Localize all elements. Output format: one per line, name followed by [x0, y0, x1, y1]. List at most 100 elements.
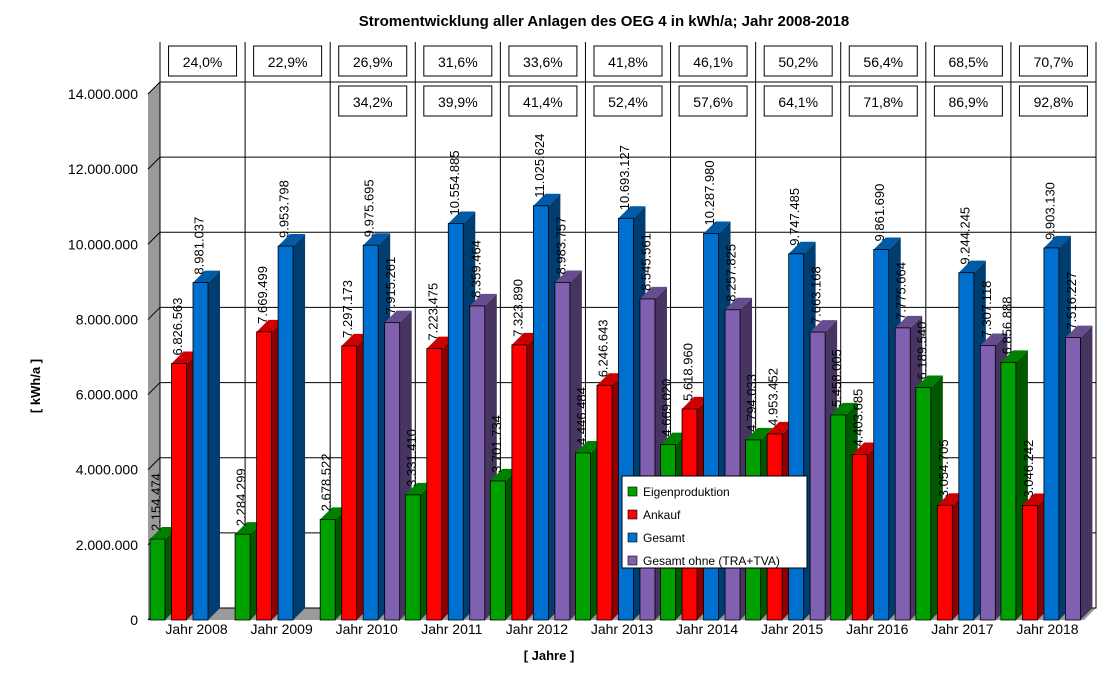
x-tick-label: Jahr 2018	[1016, 621, 1078, 637]
bar-front	[511, 344, 527, 620]
percent-top-label: 31,6%	[438, 54, 478, 70]
bar-top	[639, 286, 667, 299]
bar-front	[1043, 247, 1059, 620]
bar-top	[363, 233, 391, 246]
value-label: 8.359.464	[468, 240, 483, 298]
bar-outline	[554, 282, 571, 621]
value-label: 4.403.685	[851, 389, 866, 447]
value-label: 4.794.033	[744, 374, 759, 432]
bar-outline	[724, 309, 741, 621]
percent-box-top	[678, 45, 748, 77]
bar-top	[873, 237, 901, 250]
percent-top-label: 26,9%	[353, 54, 393, 70]
percent-box-bottom	[848, 85, 918, 117]
bar-top	[575, 440, 603, 453]
x-tick-label: Jahr 2010	[336, 621, 398, 637]
value-label: 10.287.980	[702, 160, 717, 225]
x-tick-label: Jahr 2009	[250, 621, 312, 637]
bar-outline	[703, 233, 719, 621]
bar-front	[639, 298, 655, 620]
value-label: 10.554.885	[447, 150, 462, 215]
bar-outline	[915, 387, 932, 621]
percent-bottom-label: 64,1%	[778, 94, 818, 110]
axes: 0 2.000.000 4.000.000 6.000.000 8.000.000 10.…	[68, 86, 1079, 637]
bar-outline	[149, 538, 166, 621]
bar-outline	[384, 322, 401, 621]
bar-top	[852, 442, 880, 455]
value-label: 7.323.890	[510, 279, 525, 337]
bar-outline	[362, 244, 379, 621]
bar-top	[554, 270, 582, 283]
percent-top-label: 56,4%	[863, 54, 903, 70]
bar-top	[682, 396, 710, 409]
legend-label: Ankauf	[643, 508, 681, 522]
value-label: 8.981.037	[192, 217, 207, 275]
value-label: 3.046.242	[1021, 440, 1036, 498]
bar-top	[320, 507, 348, 520]
bar-top	[171, 351, 199, 364]
percent-bottom-label: 71,8%	[863, 94, 903, 110]
bar-top	[810, 320, 838, 333]
bar-front	[810, 332, 826, 620]
value-label: 9.975.695	[362, 179, 377, 237]
bar-front	[575, 452, 591, 620]
legend-label: Gesamt ohne (TRA+TVA)	[643, 554, 780, 568]
bar-top	[533, 193, 561, 206]
value-label: 5.618.960	[681, 343, 696, 401]
percent-bottom-label: 39,9%	[438, 94, 478, 110]
bar-outline	[851, 454, 868, 621]
percent-bottom-label: 86,9%	[949, 94, 989, 110]
percent-box-top	[593, 45, 663, 77]
bar-top	[745, 427, 773, 440]
bars	[149, 193, 1093, 621]
value-label: 9.747.485	[787, 188, 802, 246]
legend-swatch	[627, 532, 638, 543]
bar-front	[490, 480, 506, 620]
bar-outline	[1065, 337, 1081, 621]
bar-front	[533, 205, 549, 620]
bar-front	[1065, 337, 1081, 620]
value-label: 9.903.130	[1042, 182, 1057, 240]
bar-outline	[234, 533, 251, 621]
bar-top	[405, 482, 433, 495]
percent-bottom-label: 92,8%	[1034, 94, 1074, 110]
value-label: 5.458.005	[829, 349, 844, 407]
y-tick-label: 10.000.000	[68, 236, 138, 252]
bar-outline	[936, 504, 953, 621]
value-label: 6.246.643	[595, 319, 610, 377]
percent-top-label: 68,5%	[949, 54, 989, 70]
bar-gesamt-ohne	[1065, 325, 1093, 621]
value-label: 2.154.474	[149, 473, 164, 531]
percent-box-bottom	[593, 85, 663, 117]
percent-box-bottom	[1018, 85, 1088, 117]
bar-front	[150, 539, 165, 620]
bar-top	[278, 234, 306, 247]
bar-top	[341, 333, 369, 346]
bar-front	[448, 223, 464, 620]
percent-box-top	[168, 45, 238, 77]
bar-front	[256, 331, 272, 620]
bar-outline	[958, 272, 975, 621]
bar-top	[448, 211, 476, 224]
value-label: 7.669.499	[255, 266, 270, 324]
bar-top	[1022, 493, 1050, 506]
bar-outline	[788, 253, 805, 621]
y-tick-label: 12.000.000	[68, 161, 138, 177]
legend-label: Eigenproduktion	[643, 485, 730, 499]
bar-front	[852, 454, 868, 620]
gridline-side	[147, 307, 161, 320]
bar-outline	[469, 305, 486, 621]
x-tick-label: Jahr 2015	[761, 621, 823, 637]
bar-top	[725, 297, 753, 310]
bar-front	[426, 348, 442, 620]
bar-outline	[277, 245, 294, 621]
bar-outline	[426, 348, 443, 621]
x-tick-label: Jahr 2008	[165, 621, 227, 637]
value-label: 3.331.410	[404, 429, 419, 487]
value-label: 10.693.127	[617, 145, 632, 210]
value-label: 4.446.484	[574, 387, 589, 445]
percent-bottom-label: 57,6%	[693, 94, 733, 110]
value-label: 8.983.757	[553, 217, 568, 275]
percent-box-top	[423, 45, 493, 77]
bar-outline	[1022, 505, 1038, 621]
